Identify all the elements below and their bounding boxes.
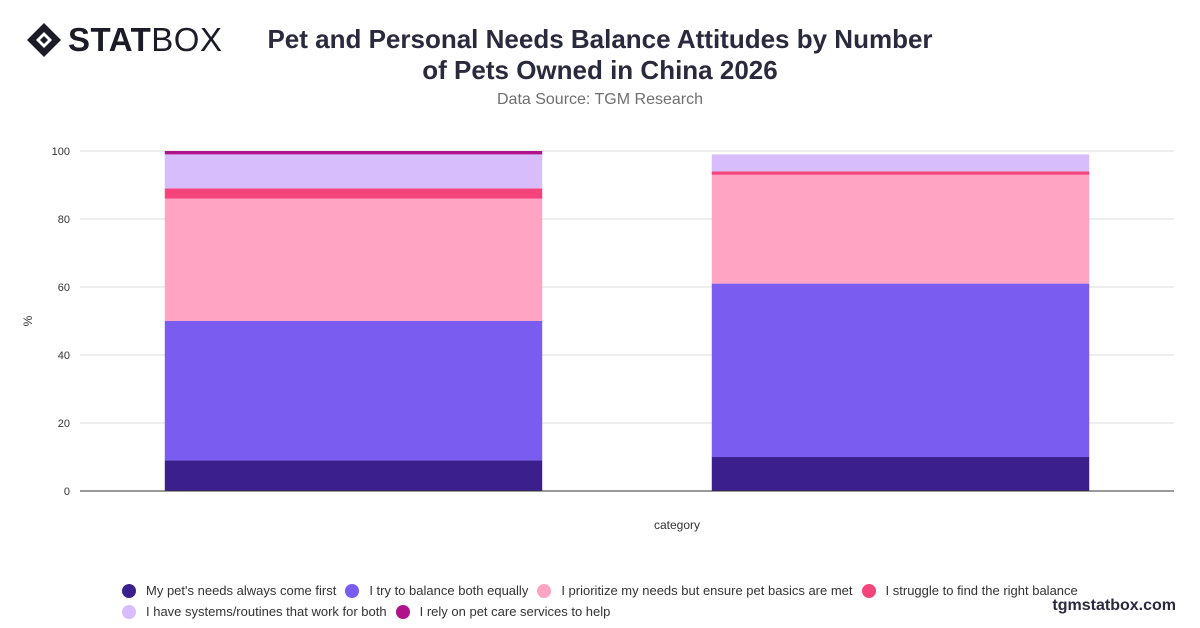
y-tick-label: 40 — [58, 350, 70, 362]
bar-segment — [164, 198, 543, 321]
logo-bold-text: STAT — [68, 21, 152, 58]
bar-segment — [711, 171, 1090, 175]
legend-item[interactable]: I try to balance both equally — [345, 583, 528, 598]
legend-label: I try to balance both equally — [369, 583, 529, 598]
chart-title: Pet and Personal Needs Balance Attitudes… — [260, 24, 940, 86]
bar-segment — [711, 283, 1090, 457]
y-tick-label: 60 — [58, 282, 70, 294]
bar-segment — [164, 321, 543, 461]
x-axis-title: category — [654, 518, 700, 532]
legend-item[interactable]: My pet's needs always come first — [122, 583, 336, 598]
y-tick-label: 0 — [64, 486, 70, 498]
legend-row: My pet's needs always come first I try to… — [122, 580, 1122, 601]
legend-label: I struggle to find the right balance — [885, 583, 1078, 598]
logo-wordmark: STATBOX — [68, 22, 222, 58]
legend-item[interactable]: I rely on pet care services to help — [395, 604, 611, 619]
bar-segment — [164, 460, 543, 491]
legend-item[interactable]: I struggle to find the right balance — [861, 583, 1078, 598]
chart-subtitle: Data Source: TGM Research — [496, 91, 703, 108]
chart-title-line2: of Pets Owned in China 2026 — [422, 55, 778, 85]
bar-segment — [164, 151, 543, 155]
logo-light-text: BOX — [151, 21, 223, 58]
legend-item[interactable]: I prioritize my needs but ensure pet bas… — [537, 583, 853, 598]
legend-swatch — [861, 583, 876, 598]
bar-segment — [164, 154, 543, 189]
watermark: tgmstatbox.com — [1052, 597, 1176, 614]
legend-swatch — [122, 604, 136, 619]
y-tick-label: 20 — [58, 418, 70, 430]
brand-logo: STATBOX — [26, 22, 222, 58]
legend-label: I have systems/routines that work for bo… — [146, 604, 387, 619]
chart-legend: My pet's needs always come first I try to… — [122, 580, 1122, 622]
bar-segment — [711, 154, 1090, 172]
legend-item[interactable]: I have systems/routines that work for bo… — [122, 604, 387, 619]
legend-label: My pet's needs always come first — [146, 583, 337, 598]
legend-row: I have systems/routines that work for bo… — [122, 601, 1122, 622]
legend-label: I prioritize my needs but ensure pet bas… — [561, 583, 853, 598]
legend-swatch — [122, 583, 136, 598]
stacked-bar-chart: 0 20 40 60 80 100 category% — [21, 146, 1174, 532]
bar-segment — [164, 188, 543, 199]
legend-label: I rely on pet care services to help — [419, 604, 611, 619]
y-tick-label: 80 — [58, 214, 70, 226]
y-axis-title: % — [21, 315, 35, 326]
chart-title-line1: Pet and Personal Needs Balance Attitudes… — [267, 24, 933, 54]
bar-segment — [711, 457, 1090, 491]
diamond-logo-icon — [27, 23, 61, 57]
legend-swatch — [345, 583, 360, 598]
legend-swatch — [537, 583, 552, 598]
legend-swatch — [395, 604, 410, 619]
y-tick-label: 100 — [52, 146, 70, 158]
bar-segment — [711, 174, 1090, 284]
